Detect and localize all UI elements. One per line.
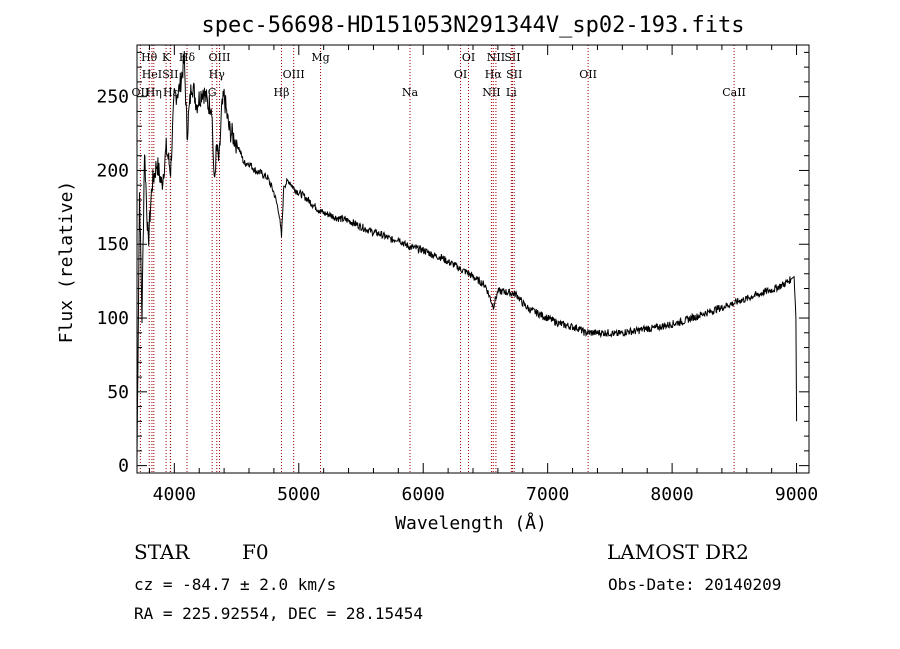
line-marker-label: CaII — [722, 86, 746, 99]
y-tick-label: 100 — [96, 308, 129, 329]
line-marker-label: OI — [454, 68, 467, 81]
line-marker-label: OII — [132, 86, 150, 99]
y-tick-label: 200 — [96, 160, 129, 181]
line-marker-label: Hη — [146, 86, 162, 99]
y-tick-label: 150 — [96, 234, 129, 255]
line-marker-label: Mg — [311, 51, 329, 64]
x-tick-label: 4000 — [153, 484, 196, 505]
redshift-cz: cz = -84.7 ± 2.0 km/s — [134, 575, 337, 594]
coordinates: RA = 225.92554, DEC = 28.15454 — [134, 604, 423, 623]
x-tick-label: 7000 — [526, 484, 569, 505]
line-marker-label: Hα — [485, 68, 503, 81]
y-tick-label: 0 — [118, 456, 129, 477]
object-type: STAR — [134, 540, 190, 564]
line-marker-label: Hδ — [179, 51, 196, 64]
line-marker-label: NII — [482, 86, 500, 99]
line-marker-label: SII — [504, 51, 520, 64]
plot-frame — [136, 44, 810, 474]
chart-title: spec-56698-HD151053N291344V_sp02-193.fit… — [201, 13, 744, 38]
x-tick-label: 6000 — [402, 484, 445, 505]
line-marker-label: G — [208, 86, 217, 99]
line-marker-label: OI — [462, 51, 475, 64]
line-marker-label: Hθ — [141, 51, 158, 64]
line-marker-label: NII — [487, 51, 505, 64]
line-marker-label: Hβ — [274, 86, 290, 99]
line-marker-label: OIII — [283, 68, 305, 81]
line-marker-label: HeI — [142, 68, 162, 81]
y-tick-label: 50 — [107, 382, 129, 403]
x-axis-label: Wavelength (Å) — [395, 512, 547, 534]
object-subclass: F0 — [242, 540, 269, 564]
line-marker-label: Hγ — [209, 68, 226, 81]
line-marker-label: Li — [506, 86, 517, 99]
y-tick-label: 250 — [96, 87, 129, 108]
line-markers: OIIHθHeIHηKSIIHεHδGOIIIHγHβOIIIMgNaOIOIN… — [132, 45, 746, 473]
survey-name: LAMOST DR2 — [607, 540, 749, 564]
x-tick-label: 8000 — [650, 484, 693, 505]
line-marker-label: SII — [162, 68, 178, 81]
line-marker-label: OII — [579, 68, 597, 81]
obs-date: Obs-Date: 20140209 — [608, 575, 782, 594]
x-tick-label: 9000 — [775, 484, 818, 505]
y-axis-label: Flux (relative) — [56, 181, 77, 344]
x-tick-label: 5000 — [277, 484, 320, 505]
line-marker-label: K — [162, 51, 171, 64]
axis-ticks: 4000 5000 6000 7000 8000 9000 0 50 100 150 200 250 — [96, 45, 818, 505]
line-marker-label: SII — [506, 68, 522, 81]
line-marker-label: OIII — [208, 51, 230, 64]
series-layer — [136, 50, 798, 459]
line-marker-label: Na — [402, 86, 419, 99]
spectrum-series-line — [136, 50, 798, 459]
